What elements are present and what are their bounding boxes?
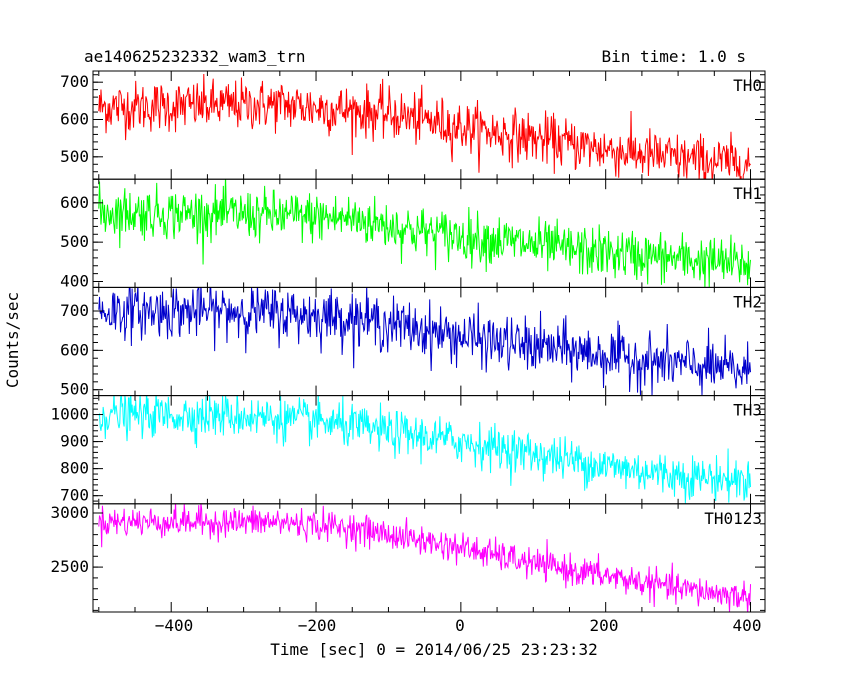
y-tick-label: 1000	[50, 405, 89, 424]
y-axis-label: Counts/sec	[3, 292, 22, 388]
panel-label-th3: TH3	[733, 401, 762, 420]
series-layer	[98, 73, 752, 612]
y-tick-label: 700	[60, 486, 89, 505]
y-tick-label: 500	[60, 380, 89, 399]
y-tick-label: 400	[60, 271, 89, 290]
x-tick-label: −400	[155, 616, 194, 635]
panel-label-th1: TH1	[733, 184, 762, 203]
panel-label-th2: TH2	[733, 292, 762, 311]
y-tick-label: 800	[60, 459, 89, 478]
y-tick-label: 600	[60, 110, 89, 129]
panel-label-th0123: TH0123	[704, 509, 762, 528]
frame-layer	[92, 70, 766, 613]
panel-label-th0: TH0	[733, 76, 762, 95]
x-tick-label: 200	[590, 616, 619, 635]
series-line-th2	[98, 287, 752, 396]
x-tick-label: −200	[298, 616, 337, 635]
y-tick-label: 3000	[50, 503, 89, 522]
series-line-th0	[98, 73, 751, 180]
y-tick-label: 700	[60, 72, 89, 91]
series-line-th0123	[98, 503, 752, 612]
y-tick-label: 500	[60, 232, 89, 251]
y-tick-label: 2500	[50, 557, 89, 576]
y-tick-label: 500	[60, 147, 89, 166]
x-tick-label: 400	[733, 616, 762, 635]
bin-time-label: Bin time: 1.0 s	[602, 47, 747, 66]
series-line-th1	[98, 179, 752, 288]
y-tick-label: 600	[60, 193, 89, 212]
x-axis-label: Time [sec] 0 = 2014/06/25 23:23:32	[270, 640, 598, 659]
plot-title: ae140625232332_wam3_trn	[84, 47, 306, 66]
y-tick-label: 900	[60, 432, 89, 451]
panel-frame	[92, 503, 766, 613]
series-line-th3	[98, 395, 752, 504]
label-layer: 500 600 700 TH0 400 500 600 TH1 500 600 700 TH2 700 8…	[50, 72, 762, 576]
x-tick-label: 0	[455, 616, 465, 635]
y-tick-label: 600	[60, 340, 89, 359]
y-tick-label: 700	[60, 301, 89, 320]
